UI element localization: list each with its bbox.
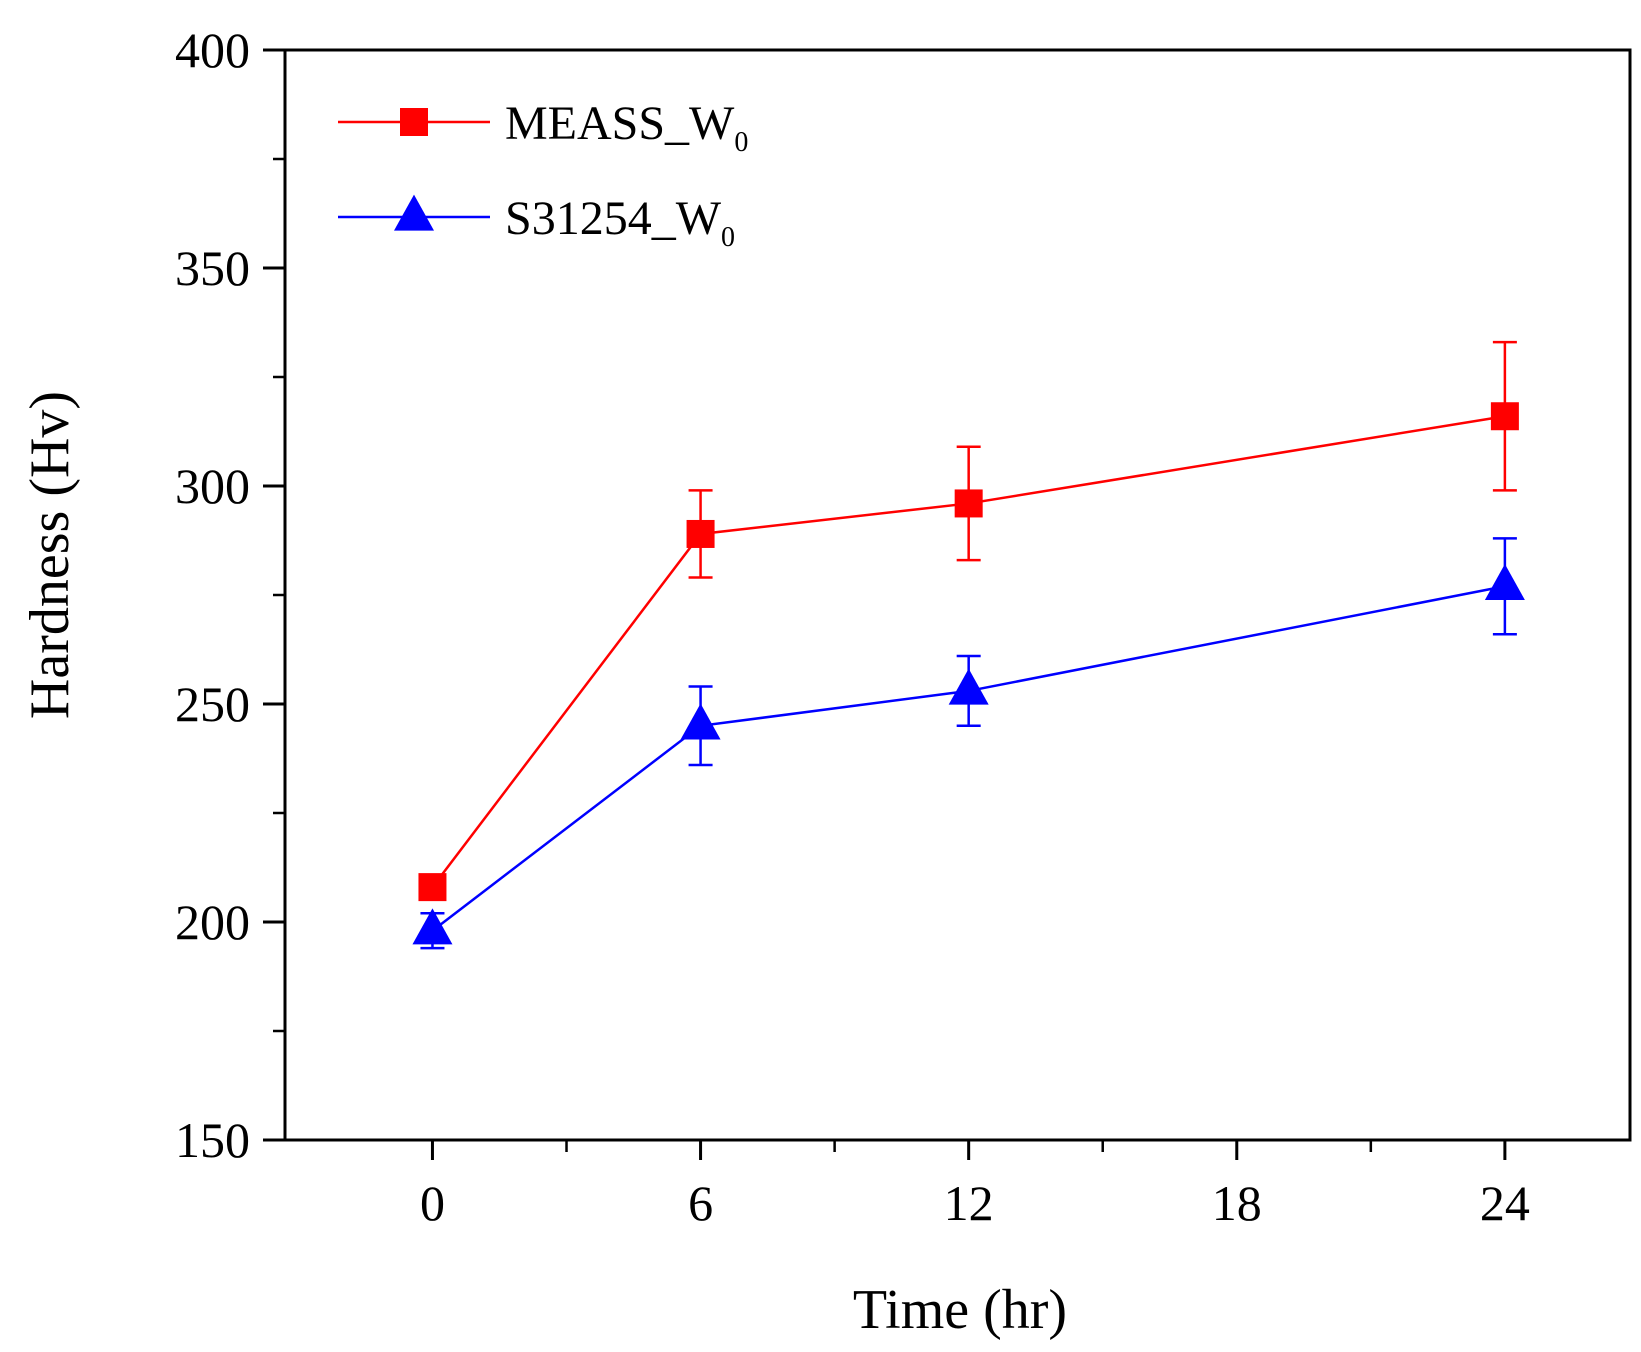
- y-tick-label: 350: [175, 240, 250, 296]
- x-tick-label: 6: [688, 1175, 713, 1231]
- series-line: [431, 585, 1506, 932]
- axes: 150 200 250 300 350 400 0 6 12 18 24: [175, 22, 1632, 1231]
- data-point: [686, 519, 715, 548]
- legend-label-subscript: 0: [721, 222, 735, 253]
- x-tick-label: 0: [420, 1175, 445, 1231]
- legend-label: MEASS_W0: [505, 97, 748, 158]
- series-1: [412, 537, 1525, 950]
- legend-marker: [394, 194, 434, 231]
- legend-entry-1: S31254_W0: [338, 192, 735, 253]
- legend-label-subscript: 0: [734, 127, 748, 158]
- data-point: [680, 703, 721, 740]
- legend-label-main: S31254_W: [505, 192, 722, 245]
- y-tick-label: 200: [175, 894, 250, 950]
- y-tick-label: 300: [175, 458, 250, 514]
- data-point: [1490, 402, 1519, 431]
- legend-entry-0: MEASS_W0: [338, 97, 748, 158]
- data-point: [412, 908, 453, 945]
- x-axis-title: Time (hr): [853, 1279, 1067, 1341]
- y-tick-label: 400: [175, 22, 250, 78]
- x-tick-label: 18: [1212, 1175, 1262, 1231]
- data-point: [954, 489, 983, 518]
- data-point: [418, 873, 447, 902]
- x-tick-label: 12: [944, 1175, 994, 1231]
- series-line: [431, 415, 1506, 888]
- legend-label: S31254_W0: [505, 192, 735, 253]
- y-tick-label: 150: [175, 1112, 250, 1168]
- series-0: [418, 340, 1519, 902]
- legend-marker: [400, 108, 428, 136]
- data-point: [948, 668, 989, 705]
- y-tick-label: 250: [175, 676, 250, 732]
- y-axis-title: Hardness (Hv): [19, 391, 81, 719]
- x-tick-label: 24: [1480, 1175, 1530, 1231]
- plot-frame: [283, 48, 1632, 1142]
- legend-label-main: MEASS_W: [505, 97, 735, 150]
- series-layer: [412, 340, 1525, 950]
- data-point: [1484, 563, 1525, 600]
